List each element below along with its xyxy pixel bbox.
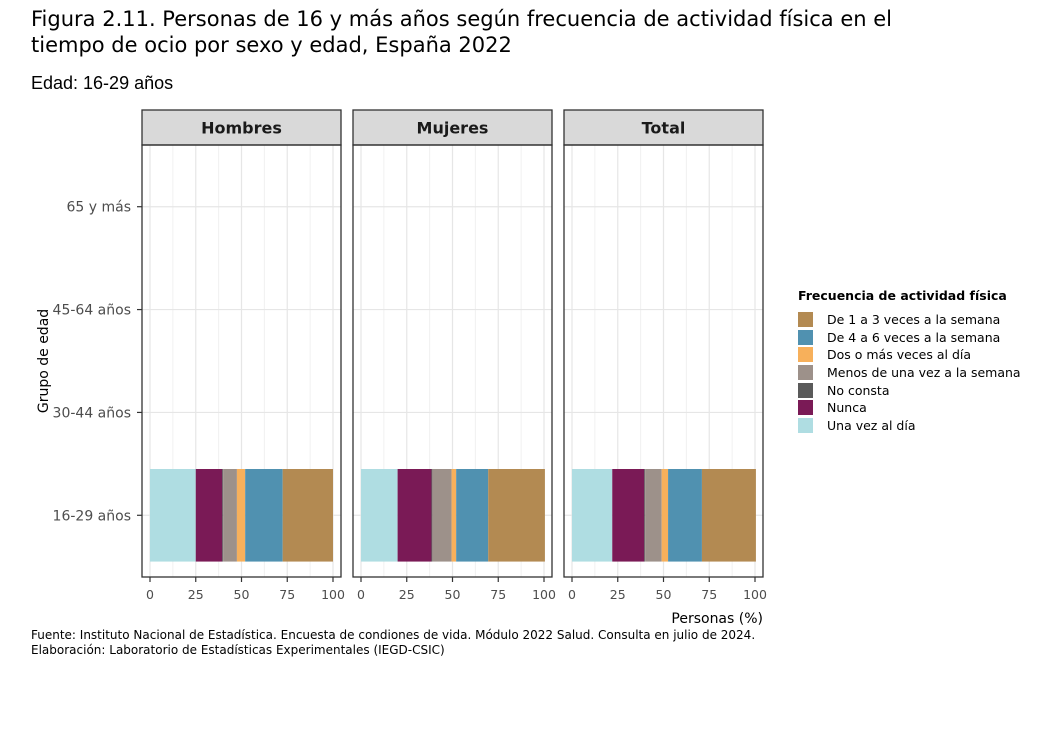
facet-strip — [352, 109, 553, 146]
x-tick-label: 75 — [279, 587, 295, 602]
legend-item-de-1-a-3-veces-a-la-semana: De 1 a 3 veces a la semana — [798, 311, 1021, 329]
panel-mujeres: Mujeres 0 25 50 75 100 — [352, 109, 556, 602]
legend-swatch — [798, 365, 813, 381]
bar-segment-no-consta — [222, 469, 224, 562]
x-tick-label: 50 — [234, 587, 250, 602]
y-tick-label-30-44-anos: 30-44 años — [53, 405, 131, 421]
caption: Fuente: Instituto Nacional de Estadístic… — [31, 628, 755, 658]
x-tick-label: 0 — [146, 587, 154, 602]
bar-segment-de-1-a-3-veces-a-la-semana — [488, 469, 545, 562]
x-tick-label: 25 — [610, 587, 626, 602]
legend-swatch — [798, 382, 813, 398]
legend-swatch — [798, 400, 813, 416]
bar-segment-una-vez-al-dia — [150, 469, 196, 562]
legend-swatch — [798, 347, 813, 363]
x-axis-title: Personas (%) — [671, 611, 763, 625]
x-tick-label: 25 — [188, 587, 204, 602]
legend-item-una-vez-al-dia: Una vez al día — [798, 417, 1021, 435]
legend-items: De 1 a 3 veces a la semana De 4 a 6 veces… — [798, 311, 1021, 434]
x-tick-label: 75 — [701, 587, 717, 602]
legend-label: Menos de una vez a la semana — [827, 365, 1021, 381]
legend-swatch — [798, 417, 813, 433]
legend-item-dos-o-mas-veces-al-dia: Dos o más veces al día — [798, 346, 1021, 364]
bar-segment-no-consta — [431, 469, 433, 562]
figure-subtitle: Edad: 16-29 años — [31, 73, 174, 93]
legend-label: De 1 a 3 veces a la semana — [827, 312, 1001, 328]
x-tick-label: 0 — [568, 587, 576, 602]
x-tick-label: 100 — [532, 587, 556, 602]
legend-title: Frecuencia de actividad física — [798, 288, 1007, 303]
bar-segment-de-4-a-6-veces-a-la-semana — [668, 469, 702, 562]
bar-segment-de-4-a-6-veces-a-la-semana — [245, 469, 283, 562]
figure-title: Figura 2.11. Personas de 16 y más años s… — [31, 7, 892, 57]
bar-segment-no-consta — [644, 469, 646, 562]
facet-label-hombres: Hombres — [201, 119, 282, 138]
caption-credit: Elaboración: Laboratorio de Estadísticas… — [31, 643, 445, 657]
y-tick-label-16-29-anos: 16-29 años — [53, 508, 131, 524]
bar-segment-menos-de-una-vez-a-la-semana — [645, 469, 662, 562]
y-tick-label-45-64-anos: 45-64 años — [53, 303, 131, 319]
bar-segment-menos-de-una-vez-a-la-semana — [223, 469, 237, 562]
bar-segment-una-vez-al-dia — [572, 469, 613, 562]
x-tick-label: 75 — [490, 587, 506, 602]
facet-label-mujeres: Mujeres — [417, 119, 489, 138]
legend-item-nunca: Nunca — [798, 399, 1021, 417]
panel-hombres: Hombres 0 25 50 75 100 — [141, 109, 345, 602]
bar-segment-dos-o-mas-veces-al-dia — [236, 469, 246, 562]
legend-label: Una vez al día — [827, 417, 916, 433]
caption-source: Fuente: Instituto Nacional de Estadístic… — [31, 628, 756, 642]
bar-segment-nunca — [612, 469, 645, 562]
legend-item-no-consta: No consta — [798, 381, 1021, 399]
x-tick-label: 50 — [656, 587, 672, 602]
bar-segment-una-vez-al-dia — [361, 469, 398, 562]
x-tick-label: 25 — [399, 587, 415, 602]
bar-segment-nunca — [195, 469, 223, 562]
legend-label: No consta — [827, 382, 890, 398]
legend-label: De 4 a 6 veces a la semana — [827, 329, 1001, 345]
legend-item-menos-de-una-vez-a-la-semana: Menos de una vez a la semana — [798, 364, 1021, 382]
facet-strip — [563, 109, 764, 146]
legend-swatch — [798, 312, 813, 328]
bar-segment-nunca — [397, 469, 432, 562]
legend: Frecuencia de actividad física De 1 a 3 … — [798, 288, 1021, 434]
bar-segment-de-4-a-6-veces-a-la-semana — [456, 469, 489, 562]
legend-label: Dos o más veces al día — [827, 347, 972, 363]
y-axis-title: Grupo de edad — [36, 309, 52, 413]
bar-segment-dos-o-mas-veces-al-dia — [661, 469, 669, 562]
bar-segment-de-1-a-3-veces-a-la-semana — [282, 469, 333, 562]
x-tick-label: 100 — [743, 587, 767, 602]
panel-total: Total 0 25 50 75 100 — [563, 109, 767, 602]
legend-swatch — [798, 329, 813, 345]
legend-item-de-4-a-6-veces-a-la-semana: De 4 a 6 veces a la semana — [798, 329, 1021, 347]
faceted-bar-chart: Hombres 0 25 50 75 100 Mujeres 0 25 50 75 100 Total 0… — [36, 109, 767, 625]
x-tick-label: 0 — [357, 587, 365, 602]
x-tick-label: 100 — [321, 587, 345, 602]
y-tick-label-65-y-mas: 65 y más — [66, 200, 131, 216]
bar-segment-de-1-a-3-veces-a-la-semana — [701, 469, 756, 562]
facet-strip — [141, 109, 342, 146]
bar-segment-menos-de-una-vez-a-la-semana — [432, 469, 452, 562]
facet-label-total: Total — [642, 119, 686, 138]
bar-segment-dos-o-mas-veces-al-dia — [451, 469, 457, 562]
legend-label: Nunca — [827, 400, 867, 416]
x-tick-label: 50 — [445, 587, 461, 602]
